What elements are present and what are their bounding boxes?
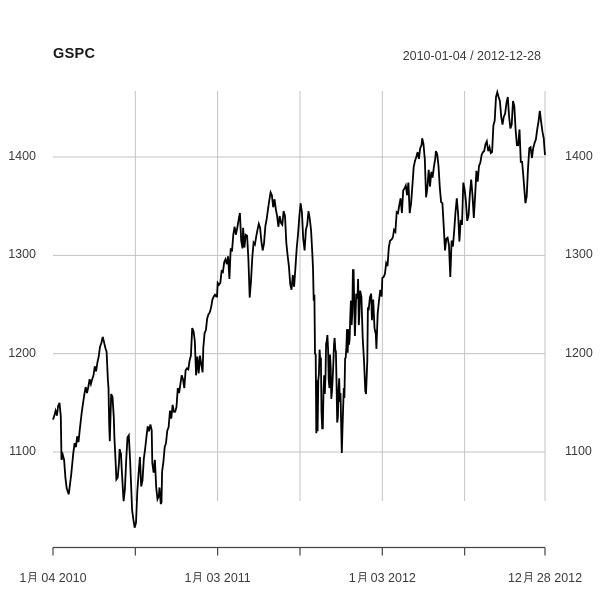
price-line-GSPC bbox=[52, 88, 546, 528]
x-axis-label-2: 1 03 2012 bbox=[312, 571, 452, 586]
chart-title: GSPC bbox=[53, 46, 96, 62]
y-axis-label-left-1300: 1300 bbox=[8, 247, 36, 262]
y-axis-label-right-1100: 1100 bbox=[565, 444, 592, 458]
month-number: 1 bbox=[19, 571, 27, 585]
y-axis-label-left-1100: 1100 bbox=[9, 444, 36, 458]
month-number: 1 bbox=[184, 571, 192, 585]
day-year: 28 2012 bbox=[536, 571, 583, 585]
y-axis-label-right-1400: 1400 bbox=[565, 149, 593, 163]
day-year: 03 2011 bbox=[206, 571, 251, 585]
day-year: 04 2010 bbox=[41, 571, 87, 585]
y-axis-label-right-1200: 1200 bbox=[565, 345, 593, 360]
month-kanji-glyph bbox=[357, 572, 366, 584]
month-kanji-glyph bbox=[523, 572, 532, 584]
x-axis-label-3: 12 28 2012 bbox=[475, 571, 600, 586]
x-axis-label-1: 1 03 2011 bbox=[148, 571, 288, 586]
month-number: 1 bbox=[348, 571, 356, 585]
month-kanji-glyph bbox=[27, 572, 37, 584]
y-axis-label-left-1400: 1400 bbox=[8, 149, 36, 163]
date-range-label: 2010-01-04 / 2012-12-28 bbox=[402, 49, 541, 63]
y-axis-label-right-1300: 1300 bbox=[565, 247, 593, 262]
y-axis-label-left-1200: 1200 bbox=[8, 345, 36, 360]
day-year: 03 2012 bbox=[370, 571, 416, 585]
month-number: 12 bbox=[507, 571, 522, 585]
month-kanji-glyph bbox=[193, 572, 202, 584]
x-axis-label-0: 1 04 2010 bbox=[0, 571, 123, 586]
